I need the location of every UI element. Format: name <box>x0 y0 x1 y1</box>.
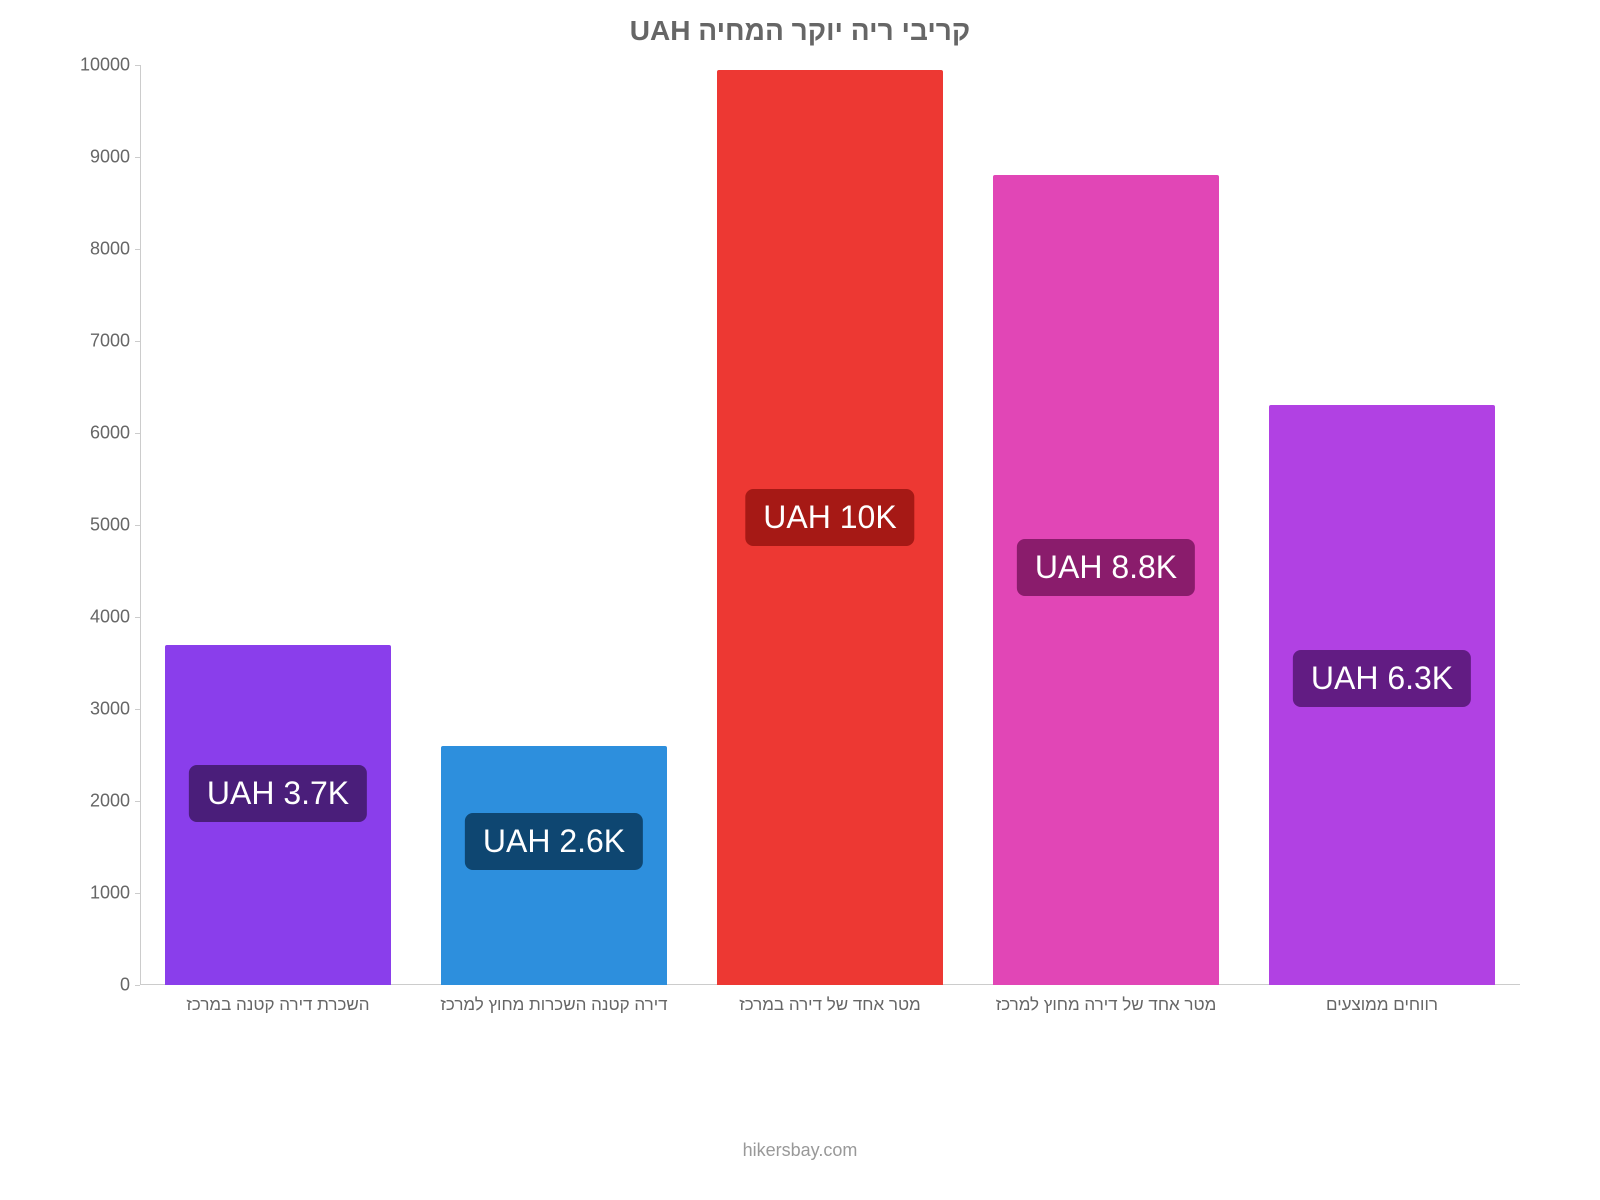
y-tick-label: 0 <box>50 975 130 996</box>
x-tick-label: רווחים ממוצעים <box>1244 995 1520 1015</box>
bar-value-label: UAH 8.8K <box>1017 539 1195 596</box>
y-tick-label: 1000 <box>50 883 130 904</box>
y-tick-mark <box>135 801 140 802</box>
y-tick-label: 2000 <box>50 791 130 812</box>
y-tick-label: 9000 <box>50 147 130 168</box>
x-tick-label: מטר אחד של דירה מחוץ למרכז <box>968 995 1244 1015</box>
y-tick-mark <box>135 893 140 894</box>
y-tick-mark <box>135 617 140 618</box>
bar-value-label: UAH 10K <box>745 489 914 546</box>
y-tick-mark <box>135 985 140 986</box>
chart-title: קריבי ריה יוקר המחיה UAH <box>50 10 1550 50</box>
chart-container: קריבי ריה יוקר המחיה UAH 010002000300040… <box>50 10 1550 1060</box>
y-tick-label: 4000 <box>50 607 130 628</box>
y-tick-label: 5000 <box>50 515 130 536</box>
y-tick-mark <box>135 709 140 710</box>
y-tick-label: 3000 <box>50 699 130 720</box>
x-tick-label: מטר אחד של דירה במרכז <box>692 995 968 1015</box>
y-axis-line <box>140 65 141 985</box>
y-tick-mark <box>135 65 140 66</box>
footer-attribution: hikersbay.com <box>0 1140 1600 1161</box>
y-tick-label: 7000 <box>50 331 130 352</box>
y-tick-label: 6000 <box>50 423 130 444</box>
y-tick-mark <box>135 341 140 342</box>
x-tick-label: השכרת דירה קטנה במרכז <box>140 995 416 1015</box>
y-tick-label: 8000 <box>50 239 130 260</box>
y-tick-mark <box>135 157 140 158</box>
bar-value-label: UAH 6.3K <box>1293 650 1471 707</box>
bar-value-label: UAH 2.6K <box>465 813 643 870</box>
x-tick-label: דירה קטנה השכרות מחוץ למרכז <box>416 995 692 1015</box>
y-tick-mark <box>135 525 140 526</box>
bar-value-label: UAH 3.7K <box>189 765 367 822</box>
plot-area: 0100020003000400050006000700080009000100… <box>140 65 1520 985</box>
y-tick-label: 10000 <box>50 55 130 76</box>
y-tick-mark <box>135 433 140 434</box>
y-tick-mark <box>135 249 140 250</box>
